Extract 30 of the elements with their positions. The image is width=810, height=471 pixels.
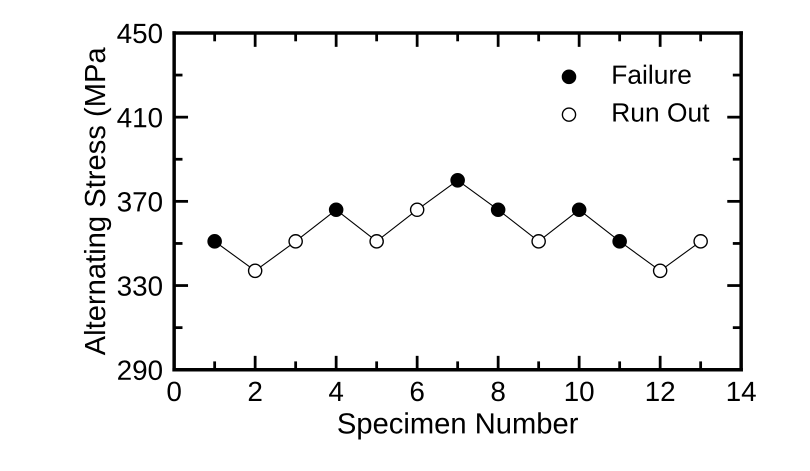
- point: [207, 234, 222, 249]
- y-tick-label: 330: [118, 276, 162, 296]
- y-tick-label: 370: [118, 192, 162, 212]
- point: [652, 264, 668, 278]
- y-axis-title: Alternating Stress (MPa: [84, 47, 112, 356]
- y-tick-label: 450: [117, 24, 162, 44]
- point: [410, 202, 424, 218]
- point: [288, 234, 303, 249]
- x-tick-label: 8: [492, 382, 505, 402]
- x-tick-label: 0: [168, 382, 181, 402]
- y-tick-label: 290: [118, 360, 162, 380]
- point: [369, 234, 384, 249]
- point: [328, 202, 344, 218]
- point: [450, 173, 465, 188]
- point: [693, 234, 708, 249]
- x-tick-label: 12: [646, 382, 674, 401]
- x-tick-label: 4: [329, 382, 344, 401]
- point: [612, 234, 627, 249]
- x-tick-label: 2: [248, 382, 262, 401]
- point: [572, 202, 586, 218]
- point: [490, 202, 506, 218]
- x-tick-label: 10: [566, 382, 594, 402]
- point: [531, 234, 546, 249]
- point: [248, 264, 262, 278]
- y-tick-label: 410: [117, 108, 162, 128]
- legend-label: Run Out: [613, 103, 710, 122]
- x-axis-title: Specimen Number: [338, 412, 578, 440]
- x-tick-label: 6: [410, 382, 424, 402]
- legend-label: Failure: [613, 64, 691, 84]
- x-tick-label: 14: [728, 382, 756, 401]
